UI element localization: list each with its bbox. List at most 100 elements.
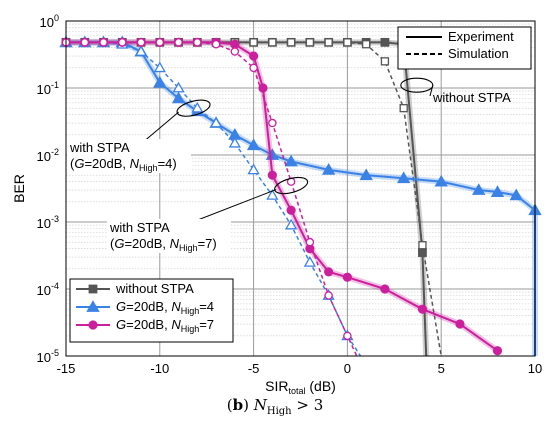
axis-ticks: -15 -10 -5 0 5 10 100 10-1 10-2 10-3 10-4 10-5 <box>37 13 543 376</box>
annotation-bg <box>107 219 231 253</box>
x-axis-label: SIRtotal (dB) <box>265 378 336 396</box>
legend-label: without STPA <box>115 281 194 296</box>
data-point <box>134 45 148 56</box>
data-point <box>99 38 108 47</box>
data-point <box>249 63 258 73</box>
data-point <box>418 241 427 250</box>
data-point <box>472 183 486 195</box>
data-point <box>418 248 427 257</box>
x-tick-label: 10 <box>528 361 542 376</box>
annotation-leader <box>429 85 434 97</box>
legend-label: G=20dB, NHigh=7 <box>116 317 214 334</box>
data-point <box>492 346 503 356</box>
legend-box <box>397 26 532 70</box>
data-point <box>268 118 277 128</box>
x-tick-label: 5 <box>438 361 445 376</box>
data-point <box>362 40 371 49</box>
data-point <box>321 163 336 175</box>
data-point <box>284 218 298 230</box>
annotation-line-2: (G=20dB, NHigh=7) <box>110 236 217 253</box>
legend-label: Experiment <box>448 29 514 44</box>
data-point <box>509 188 523 201</box>
annotation-line-1: with STPA <box>109 220 170 235</box>
data-point <box>191 101 204 113</box>
data-point <box>136 38 146 47</box>
annotation-line-1: with STPA <box>69 140 130 155</box>
series-n7-simulation <box>61 38 358 357</box>
data-point <box>490 185 505 197</box>
y-tick-label: 10-2 <box>37 147 59 164</box>
y-tick-label: 100 <box>40 13 59 30</box>
data-point <box>230 39 240 49</box>
data-point <box>303 256 317 267</box>
data-point <box>455 319 465 329</box>
data-point <box>266 189 279 200</box>
data-point <box>171 91 186 104</box>
data-point <box>153 75 167 88</box>
annotation-text: without STPA <box>432 90 511 105</box>
data-point <box>86 300 100 312</box>
annotation-ellipse <box>176 99 211 117</box>
data-point <box>434 174 448 187</box>
y-tick-label: 10-3 <box>37 214 59 231</box>
data-point <box>88 284 98 294</box>
data-point <box>396 171 411 184</box>
data-point <box>342 272 352 282</box>
series-line <box>84 41 362 357</box>
annotation-stpa7: with STPA(G=20dB, NHigh=7) <box>107 219 231 253</box>
data-point <box>80 38 90 47</box>
data-point <box>324 291 333 300</box>
data-point <box>230 47 240 56</box>
y-tick-label: 10-1 <box>37 80 59 97</box>
x-tick-label: 0 <box>344 361 351 376</box>
annotation-leader <box>189 189 277 224</box>
series-line <box>66 41 536 356</box>
data-point <box>193 38 202 47</box>
data-point <box>174 38 183 47</box>
data-point <box>211 39 221 49</box>
series-layer <box>59 35 542 357</box>
data-point <box>284 154 298 167</box>
legend-label: G=20dB, NHigh=4 <box>116 299 214 316</box>
data-point <box>247 163 260 175</box>
data-point <box>380 284 390 294</box>
data-point <box>324 38 333 47</box>
data-point <box>267 170 277 180</box>
plot-frame <box>65 20 536 357</box>
data-point <box>343 331 352 341</box>
y-tick-label: 10-5 <box>37 348 59 365</box>
annotation-bg <box>67 139 191 173</box>
data-point <box>153 61 166 73</box>
x-tick-label: -5 <box>248 361 260 376</box>
data-point <box>286 38 296 47</box>
data-point <box>228 136 241 148</box>
data-point <box>88 320 98 330</box>
annotation-stpa4: with STPA(G=20dB, NHigh=4) <box>67 139 191 173</box>
data-point <box>305 237 315 247</box>
data-point <box>249 51 259 61</box>
y-axis-label: BER <box>11 174 27 203</box>
data-point <box>172 81 185 93</box>
data-point <box>417 304 428 314</box>
data-point <box>380 57 390 66</box>
data-point <box>155 38 165 47</box>
style-legend: Experiment Simulation <box>397 26 532 70</box>
data-point <box>305 38 315 47</box>
figure-caption: (b) NHigh > 3 <box>226 396 324 417</box>
data-point <box>209 116 223 128</box>
data-point <box>268 38 277 47</box>
data-point <box>343 38 352 47</box>
legend-label: Simulation <box>448 46 509 61</box>
data-point <box>324 267 334 277</box>
data-point <box>286 205 296 215</box>
data-point <box>399 104 408 113</box>
series-legend: without STPA G=20dB, NHigh=4G=20dB, NHigh… <box>69 278 234 343</box>
annotation-leader <box>141 111 179 144</box>
y-tick-label: 10-4 <box>37 281 59 298</box>
data-point <box>246 138 261 151</box>
data-point <box>118 38 127 47</box>
x-tick-label: -10 <box>150 361 169 376</box>
data-point <box>380 37 390 47</box>
annotation-line-2: (G=20dB, NHigh=4) <box>70 156 177 173</box>
